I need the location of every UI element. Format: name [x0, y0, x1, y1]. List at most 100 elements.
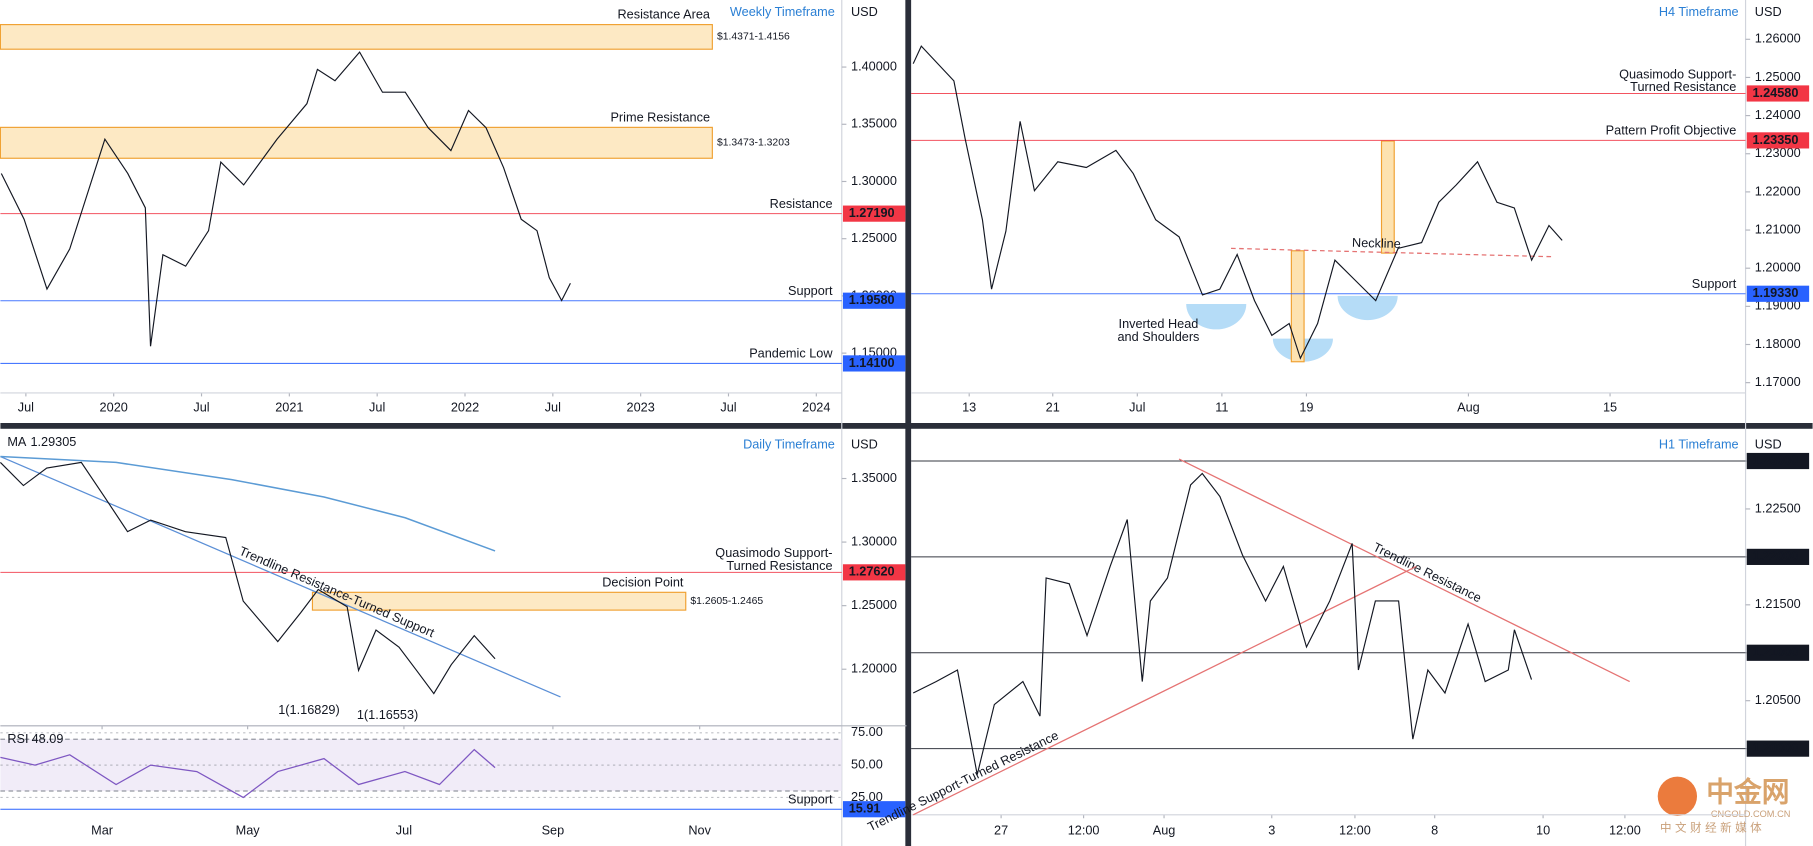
- x-tick-label: Jul: [545, 399, 561, 414]
- x-tick-label: 11: [1215, 399, 1228, 414]
- x-tick-label: Aug: [1457, 399, 1480, 414]
- pattern-measure: [1290, 250, 1305, 363]
- price-box: [1746, 285, 1810, 302]
- y-tick-label: 75.00: [851, 724, 883, 739]
- x-tick-label: 2021: [275, 399, 303, 414]
- level-name: Quasimodo Support-: [715, 545, 832, 560]
- x-tick-label: 2020: [100, 399, 128, 414]
- x-tick-label: May: [236, 822, 261, 837]
- y-tick-label: 1.40000: [851, 58, 897, 73]
- y-tick-label: 1.21500: [1755, 596, 1801, 611]
- price-line: [0, 455, 496, 552]
- x-tick-label: 13: [962, 399, 976, 414]
- pattern-shoulder: [1337, 295, 1398, 321]
- y-tick-label: 1.35000: [851, 470, 897, 485]
- x-tick-label: Aug: [1153, 822, 1176, 837]
- trendline: [1178, 458, 1630, 683]
- level-name: Support: [1692, 276, 1737, 291]
- x-tick-label: Jul: [396, 822, 412, 837]
- price-box-label: 1.22000: [1753, 548, 1799, 563]
- price-box: [842, 801, 906, 818]
- zone-name: Resistance Area: [618, 7, 711, 22]
- panel-title: H4 Timeframe: [1659, 4, 1739, 19]
- panel-title: Daily Timeframe: [743, 436, 835, 451]
- level-name: Support: [788, 283, 833, 298]
- level-name: Support: [788, 791, 833, 806]
- price-box-label: 1.23000: [1753, 452, 1799, 467]
- watermark: 中金网: [1706, 776, 1789, 807]
- rsi-value: 48.09: [32, 731, 64, 746]
- price-line: [0, 461, 496, 695]
- x-tick-label: 15: [1603, 399, 1617, 414]
- y-tick-label: 1.25000: [851, 230, 897, 245]
- level-name: Resistance: [770, 196, 833, 211]
- annotation: Inverted Head: [1119, 316, 1199, 331]
- y-tick-label: 1.30000: [851, 533, 897, 548]
- pattern-measure: [1380, 140, 1395, 254]
- y-tick-label: 25.00: [851, 789, 883, 804]
- zone-name: Prime Resistance: [610, 109, 710, 124]
- annotation: 1(1.16553): [357, 707, 418, 722]
- x-tick-label: 12:00: [1609, 822, 1641, 837]
- price-box-label: 1.20000: [1753, 740, 1799, 755]
- price-line: [0, 51, 571, 347]
- zone-range: $1.4371-1.4156: [717, 32, 790, 43]
- price-box: [1746, 740, 1810, 757]
- zone: [311, 591, 687, 611]
- y-tick-label: 1.21000: [1755, 221, 1801, 236]
- x-tick-label: 12:00: [1339, 822, 1371, 837]
- rsi-band: [0, 739, 842, 791]
- x-tick-label: Mar: [91, 822, 114, 837]
- watermark: 中文财经新媒体: [1660, 821, 1765, 835]
- x-tick-label: Jul: [720, 399, 736, 414]
- panel-separator: [0, 423, 1813, 429]
- currency: USD: [851, 4, 878, 19]
- price-box-label: 1.24580: [1753, 85, 1799, 100]
- trendline-label: Neckline: [1352, 235, 1401, 251]
- y-tick-label: 1.20000: [1755, 260, 1801, 275]
- annotation: and Shoulders: [1117, 329, 1199, 344]
- zone: [0, 126, 713, 159]
- x-tick-label: 2024: [802, 399, 830, 414]
- price-line: [912, 45, 1563, 360]
- x-tick-label: Nov: [688, 822, 711, 837]
- rsi-line: [0, 748, 496, 799]
- x-tick-label: Jul: [193, 399, 209, 414]
- x-tick-label: 19: [1299, 399, 1313, 414]
- zone-range: $1.2605-1.2465: [690, 596, 763, 607]
- x-tick-label: 2022: [451, 399, 479, 414]
- x-tick-label: Jul: [369, 399, 385, 414]
- x-tick-label: 12:00: [1068, 822, 1100, 837]
- level-name: Pattern Profit Objective: [1606, 123, 1737, 138]
- price-box: [1746, 85, 1810, 102]
- y-tick-label: 1.30000: [851, 173, 897, 188]
- panel-title: Weekly Timeframe: [730, 4, 835, 19]
- y-tick-label: 1.23000: [1755, 145, 1801, 160]
- series-value: 1.29305: [30, 434, 76, 449]
- price-box-label: 1.27620: [849, 564, 895, 579]
- x-tick-label: 27: [994, 822, 1008, 837]
- y-tick-label: 1.17000: [1755, 374, 1801, 389]
- zone: [0, 24, 713, 50]
- price-box-label: 15.91: [849, 801, 881, 816]
- y-tick-label: 1.22000: [1755, 183, 1801, 198]
- x-tick-label: 8: [1431, 822, 1438, 837]
- currency: USD: [1755, 436, 1782, 451]
- y-tick-label: 1.26000: [1755, 31, 1801, 46]
- zone-name: Decision Point: [602, 574, 684, 589]
- y-tick-label: 1.24000: [1755, 107, 1801, 122]
- level-name: Turned Resistance: [1630, 79, 1736, 94]
- price-box-label: 1.23350: [1753, 132, 1799, 147]
- price-line: [912, 472, 1533, 775]
- price-box-label: 1.21000: [1753, 644, 1799, 659]
- price-box: [1746, 132, 1810, 149]
- price-box: [1746, 452, 1810, 470]
- x-tick-label: Sep: [542, 822, 565, 837]
- x-tick-label: Jul: [18, 399, 34, 414]
- y-tick-label: 1.22500: [1755, 500, 1801, 515]
- price-box-label: 1.19330: [1753, 285, 1799, 300]
- trendline: [912, 565, 1417, 816]
- trendline: [0, 455, 561, 698]
